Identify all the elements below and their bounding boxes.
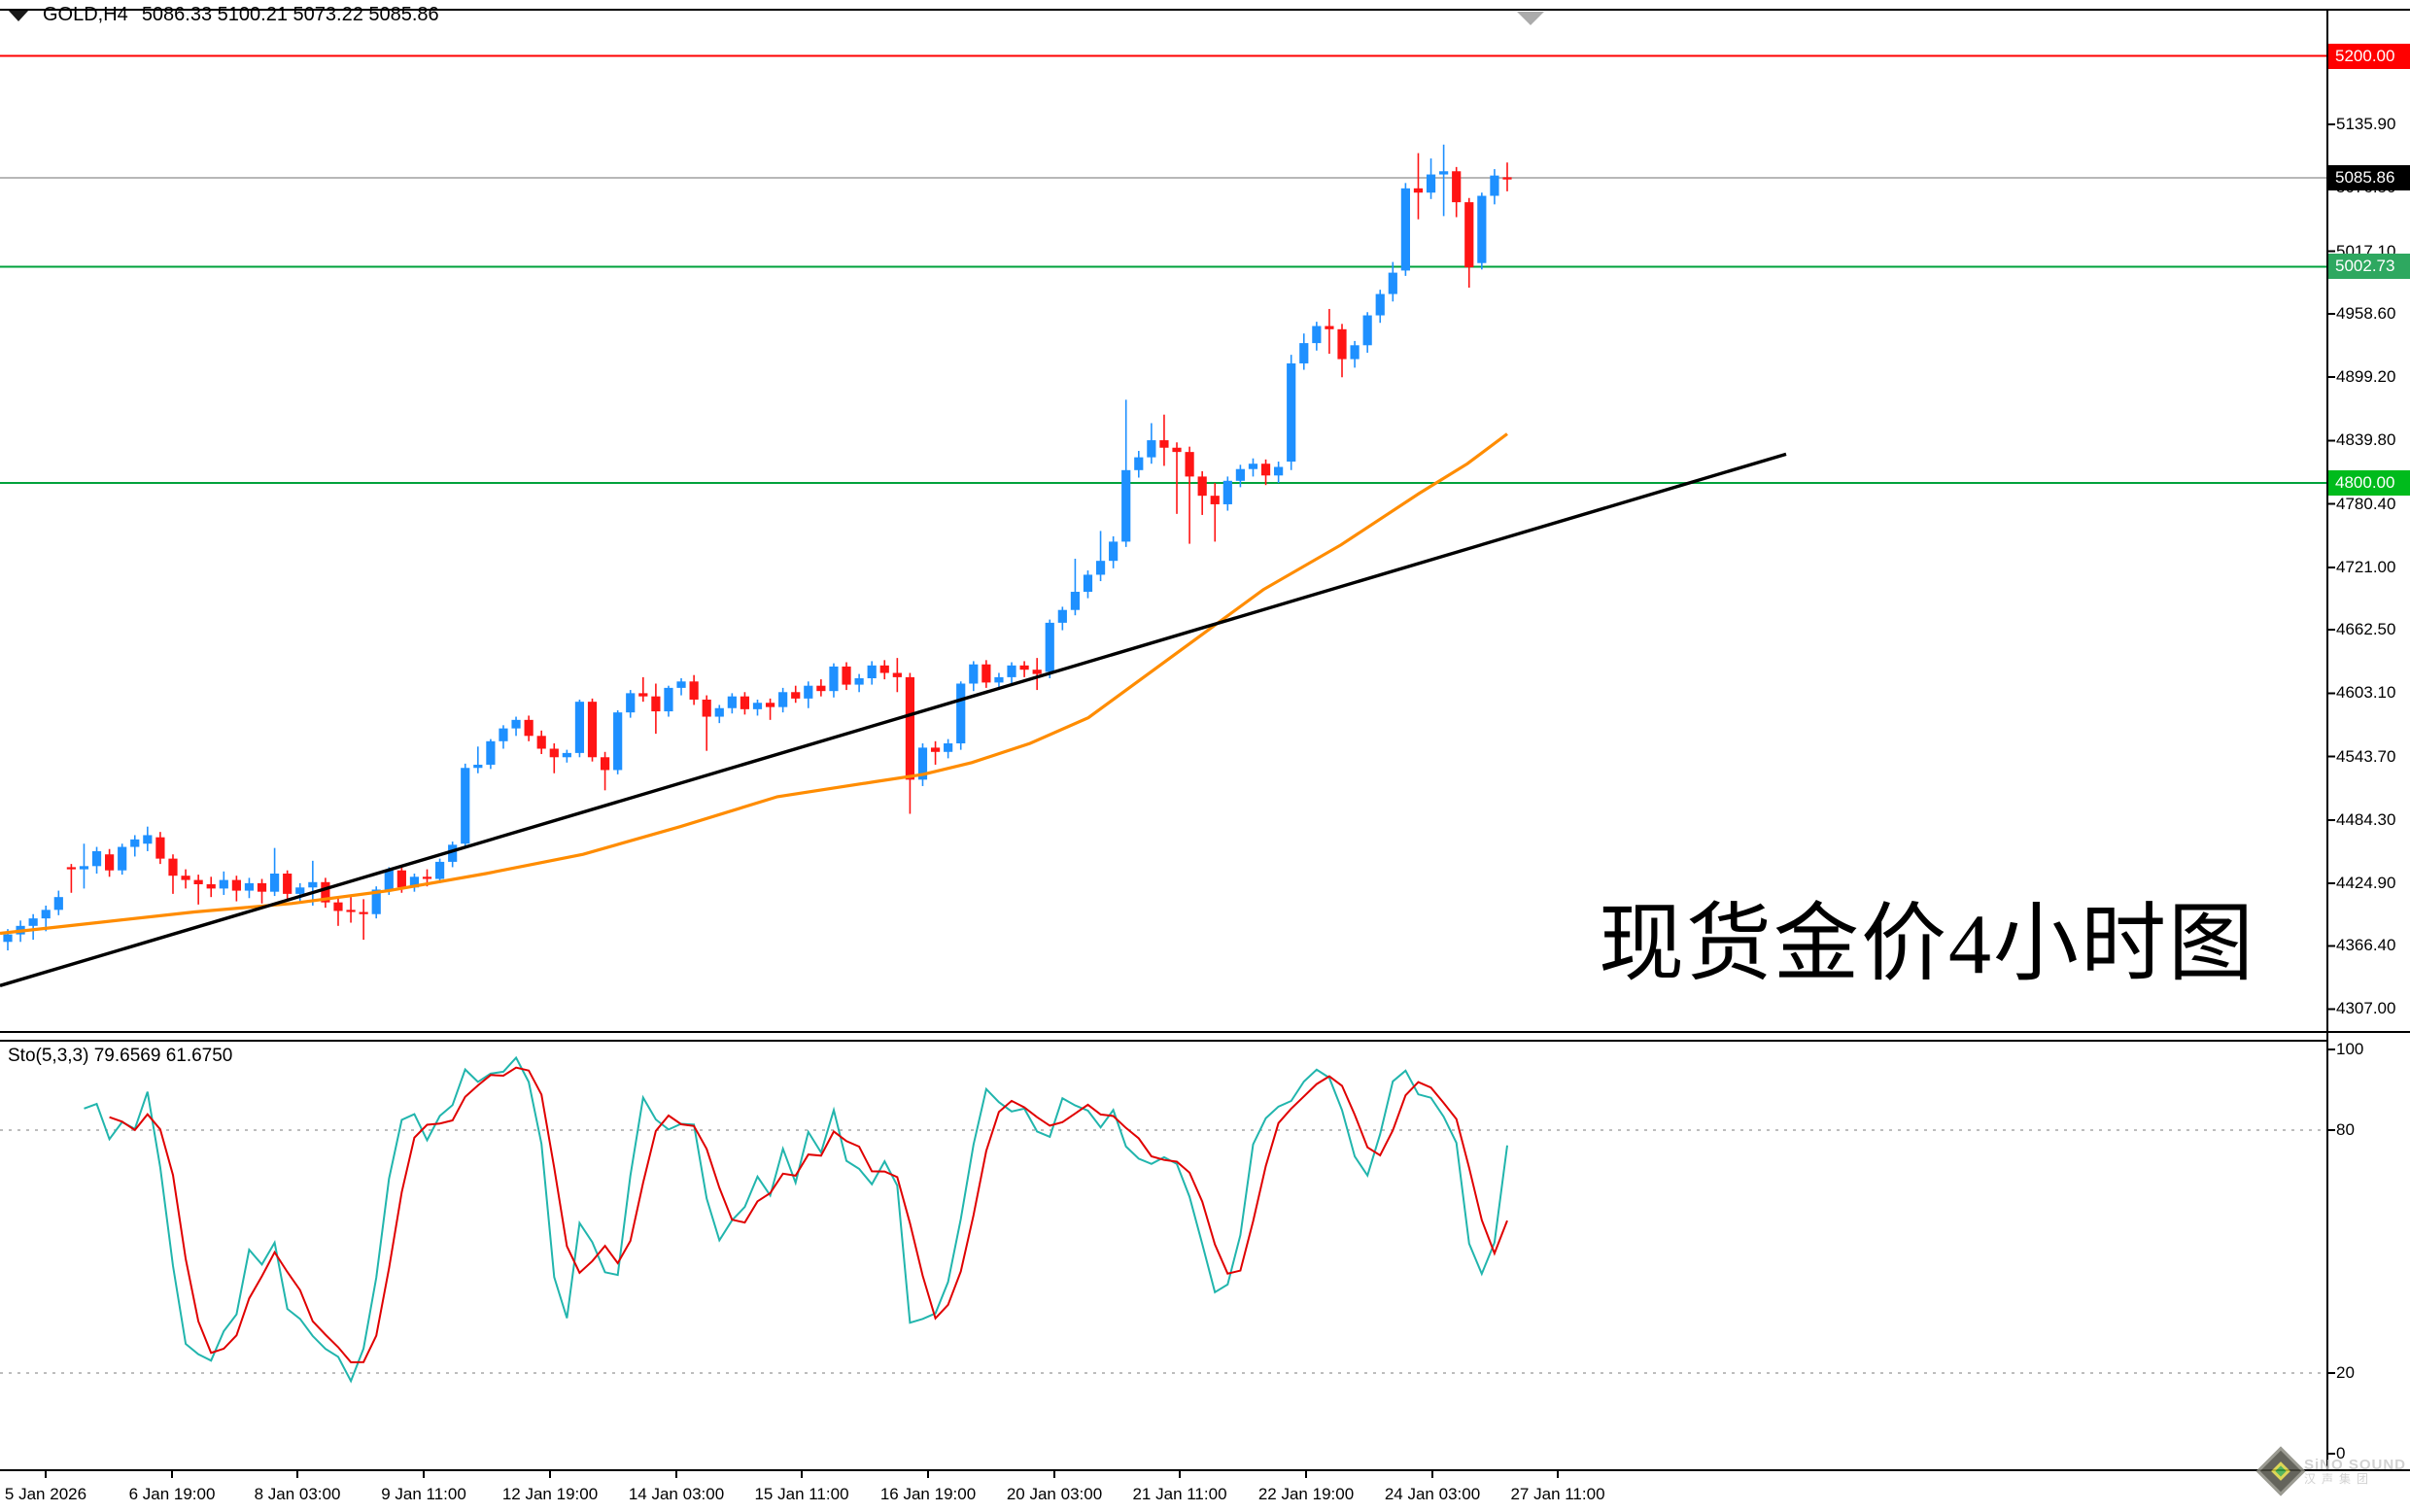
price-tick-label: 4721.00 xyxy=(2336,557,2396,576)
price-tick-label: 4839.80 xyxy=(2336,430,2396,450)
time-tick-label: 15 Jan 11:00 xyxy=(754,1485,849,1503)
time-tick-label: 22 Jan 19:00 xyxy=(1257,1485,1355,1503)
price-tick-label: 4366.40 xyxy=(2336,936,2396,955)
support-level-2-badge: 4800.00 xyxy=(2328,469,2410,496)
price-tick-label: 5135.90 xyxy=(2336,115,2396,134)
time-tick-label: 27 Jan 11:00 xyxy=(1510,1485,1605,1503)
stochastic-tick-label: 20 xyxy=(2336,1362,2355,1382)
time-tick-label: 24 Jan 03:00 xyxy=(1384,1485,1481,1503)
price-tick-label: 4424.90 xyxy=(2336,873,2396,892)
chart-menu-triangle-icon[interactable] xyxy=(8,9,29,21)
price-tick-label: 4899.20 xyxy=(2336,367,2396,387)
stochastic-tick-label: 80 xyxy=(2336,1120,2355,1140)
time-tick-label: 9 Jan 11:00 xyxy=(381,1485,466,1503)
broker-watermark: SiNO SOUND 汉声集团 xyxy=(2255,1446,2406,1496)
time-tick-label: 20 Jan 03:00 xyxy=(1006,1485,1103,1503)
time-tick-label: 5 Jan 2026 xyxy=(4,1485,87,1503)
chart-caption-text: 现货金价4小时图 xyxy=(1599,898,2256,992)
price-tick-label: 4958.60 xyxy=(2336,303,2396,323)
stochastic-indicator-label: Sto(5,3,3) 79.6569 61.6750 xyxy=(8,1046,232,1067)
resistance-level-badge: 5200.00 xyxy=(2328,43,2410,69)
support-level-1-badge: 5002.73 xyxy=(2328,254,2410,280)
price-tick-label: 4543.70 xyxy=(2336,746,2396,766)
time-tick-label: 16 Jan 19:00 xyxy=(879,1485,977,1503)
sino-sound-logo-icon xyxy=(2255,1446,2306,1496)
price-tick-label: 4662.50 xyxy=(2336,620,2396,639)
time-tick-label: 6 Jan 19:00 xyxy=(128,1485,216,1503)
stochastic-tick-label: 100 xyxy=(2336,1040,2364,1058)
time-tick-label: 12 Jan 19:00 xyxy=(501,1485,599,1503)
current-price-badge: 5085.86 xyxy=(2328,165,2410,190)
sto-k-value: 79.6569 xyxy=(93,1046,161,1066)
price-tick-label: 4780.40 xyxy=(2336,494,2396,513)
price-tick-label: 4484.30 xyxy=(2336,809,2396,829)
price-tick-label: 4307.00 xyxy=(2336,999,2396,1018)
time-tick-label: 21 Jan 11:00 xyxy=(1132,1485,1227,1503)
watermark-line2: 汉声集团 xyxy=(2303,1471,2374,1486)
time-tick-label: 14 Jan 03:00 xyxy=(628,1485,725,1503)
sto-name: Sto(5,3,3) xyxy=(8,1046,89,1066)
time-tick-label: 8 Jan 03:00 xyxy=(254,1485,341,1503)
sto-d-value: 61.6750 xyxy=(165,1046,233,1066)
stochastic-tick-label: 0 xyxy=(2336,1444,2346,1462)
price-tick-label: 4603.10 xyxy=(2336,683,2396,703)
watermark-line1: SiNO SOUND xyxy=(2303,1456,2406,1473)
